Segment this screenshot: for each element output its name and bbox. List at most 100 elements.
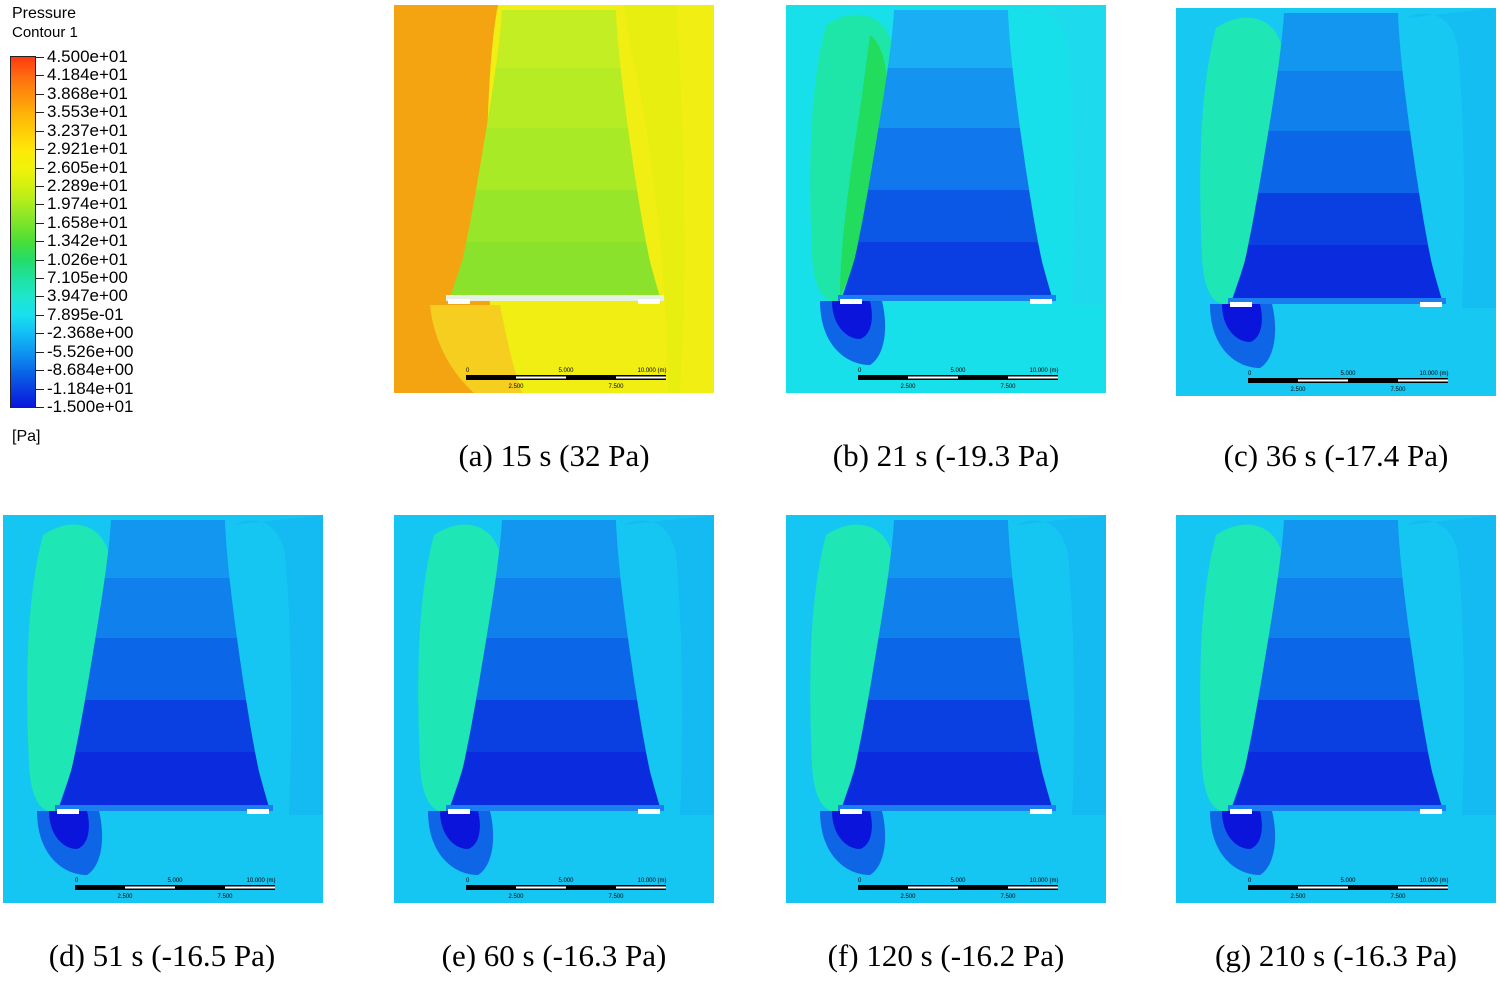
legend-unit: [Pa] (12, 428, 41, 445)
legend-level-label: 2.921e+01 (47, 139, 128, 159)
tower-pressure-band (75, 700, 255, 752)
scale-bar-label: 10.000 (m) (246, 878, 275, 884)
legend-color-band (11, 222, 35, 242)
scale-bar-label: 7.500 (608, 894, 624, 900)
legend-tick (36, 388, 44, 390)
legend-tick (36, 75, 44, 77)
contour-panel-e: 0 5.000 10.000 (m) 2.500 7.500 (394, 515, 714, 903)
scale-bar-segment (1008, 886, 1058, 889)
legend-color-band (11, 388, 35, 408)
tower-pressure-band (1268, 71, 1410, 131)
tower-pressure-band (495, 10, 621, 68)
base-suction-core (832, 301, 872, 339)
scale-bar-label: 2.500 (900, 894, 916, 900)
base-suction-core (440, 811, 480, 849)
leeward-side-region (1406, 515, 1496, 815)
contour-panel-b: 0 5.000 10.000 (m) 2.500 7.500 (786, 5, 1106, 393)
high-pressure-upstream-region (394, 5, 522, 393)
legend-tick (36, 296, 44, 298)
legend-color-band (11, 149, 35, 169)
scale-bar-label: 5.000 (558, 368, 574, 374)
tower-pressure-band (1258, 638, 1420, 700)
legend-level-label: -5.526e+00 (47, 341, 134, 361)
inlet-marker-right (247, 809, 269, 814)
scale-bar-label: 10.000 (m) (1029, 368, 1058, 374)
scale-bar-segment (516, 376, 566, 379)
legend-title: Pressure (12, 5, 77, 22)
inlet-marker-right (1030, 299, 1052, 304)
scale-bar-label: 2.500 (1290, 894, 1306, 900)
legend-tick (36, 333, 44, 335)
tower-base-strip (1228, 805, 1446, 811)
scale-bar-label: 7.500 (1390, 387, 1406, 393)
legend-tick (36, 314, 44, 316)
legend-level-label: 3.868e+01 (47, 83, 128, 103)
scale-bar-segment (1298, 886, 1348, 889)
scale-bar-segment (616, 376, 666, 379)
legend-subtitle: Contour 1 (12, 24, 78, 41)
legend-tick (36, 185, 44, 187)
inlet-marker-left (1230, 302, 1252, 307)
caption-a: (a) 15 s (32 Pa) (458, 438, 650, 473)
scale-bar-label: 2.500 (508, 384, 524, 390)
inlet-marker-left (840, 299, 862, 304)
scale-bar-segment (908, 886, 958, 889)
inlet-marker-right (1420, 302, 1442, 307)
legend-color-band (11, 112, 35, 132)
windward-edge-region (1200, 524, 1283, 812)
legend-level-label: 1.026e+01 (47, 249, 128, 269)
contour-panel-f: 0 5.000 10.000 (m) 2.500 7.500 (786, 515, 1106, 903)
tower-base-strip (838, 805, 1056, 811)
scale-bar-label: 0 (858, 368, 862, 374)
legend-level-label: 1.342e+01 (47, 231, 128, 251)
caption-d: (d) 51 s (-16.5 Pa) (48, 938, 276, 973)
legend-color-band (11, 259, 35, 279)
leeward-side-region (1016, 515, 1106, 815)
windward-edge-region (27, 524, 110, 812)
scale-bar-label: 0 (75, 878, 79, 884)
scale-bar-label: 5.000 (1340, 371, 1356, 377)
inlet-marker-left (840, 809, 862, 814)
scale-bar-label: 2.500 (1290, 387, 1306, 393)
tower-pressure-band (858, 190, 1038, 242)
tower-pressure-band (1277, 520, 1403, 578)
legend-tick (36, 112, 44, 114)
tower-pressure-band (868, 638, 1030, 700)
tower-pressure-band (450, 752, 660, 807)
caption-b: (b) 21 s (-19.3 Pa) (832, 438, 1060, 473)
tower-pressure-band (868, 128, 1030, 190)
tower-pressure-band (466, 700, 646, 752)
base-suction-core (1222, 304, 1262, 342)
scale-bar-label: 7.500 (1000, 894, 1016, 900)
legend-level-label: 4.184e+01 (47, 65, 128, 85)
contour-panel-g: 0 5.000 10.000 (m) 2.500 7.500 (1176, 515, 1496, 903)
tower-pressure-band (476, 128, 638, 190)
legend-color-band (11, 185, 35, 205)
scale-bar-label: 5.000 (950, 878, 966, 884)
caption-f: (f) 120 s (-16.2 Pa) (827, 938, 1065, 973)
legend-level-label: 4.500e+01 (47, 47, 128, 66)
scale-bar-label: 0 (466, 368, 470, 374)
tower-pressure-band (495, 520, 621, 578)
leeward-side-region (624, 515, 714, 815)
scale-bar-label: 2.500 (117, 894, 133, 900)
caption-e: (e) 60 s (-16.3 Pa) (441, 938, 667, 973)
windward-edge-region (1200, 17, 1283, 305)
legend-tick (36, 57, 44, 58)
legend-color-band (11, 130, 35, 150)
scale-bar-label: 10.000 (m) (1419, 878, 1448, 884)
legend-tick (36, 241, 44, 243)
scale-bar-label: 10.000 (m) (637, 368, 666, 374)
tower-pressure-band (85, 638, 247, 700)
base-suction-core (1222, 811, 1262, 849)
tower-pressure-band (95, 578, 238, 638)
scale-bar-label: 5.000 (167, 878, 183, 884)
legend-color-band (11, 278, 35, 298)
legend-color-band (11, 204, 35, 224)
legend-color-band (11, 167, 35, 187)
legend-tick (36, 407, 44, 408)
downstream-side-region (624, 5, 685, 393)
inlet-marker-right (1420, 809, 1442, 814)
tower-pressure-band (858, 700, 1038, 752)
tower-pressure-band (486, 68, 628, 128)
